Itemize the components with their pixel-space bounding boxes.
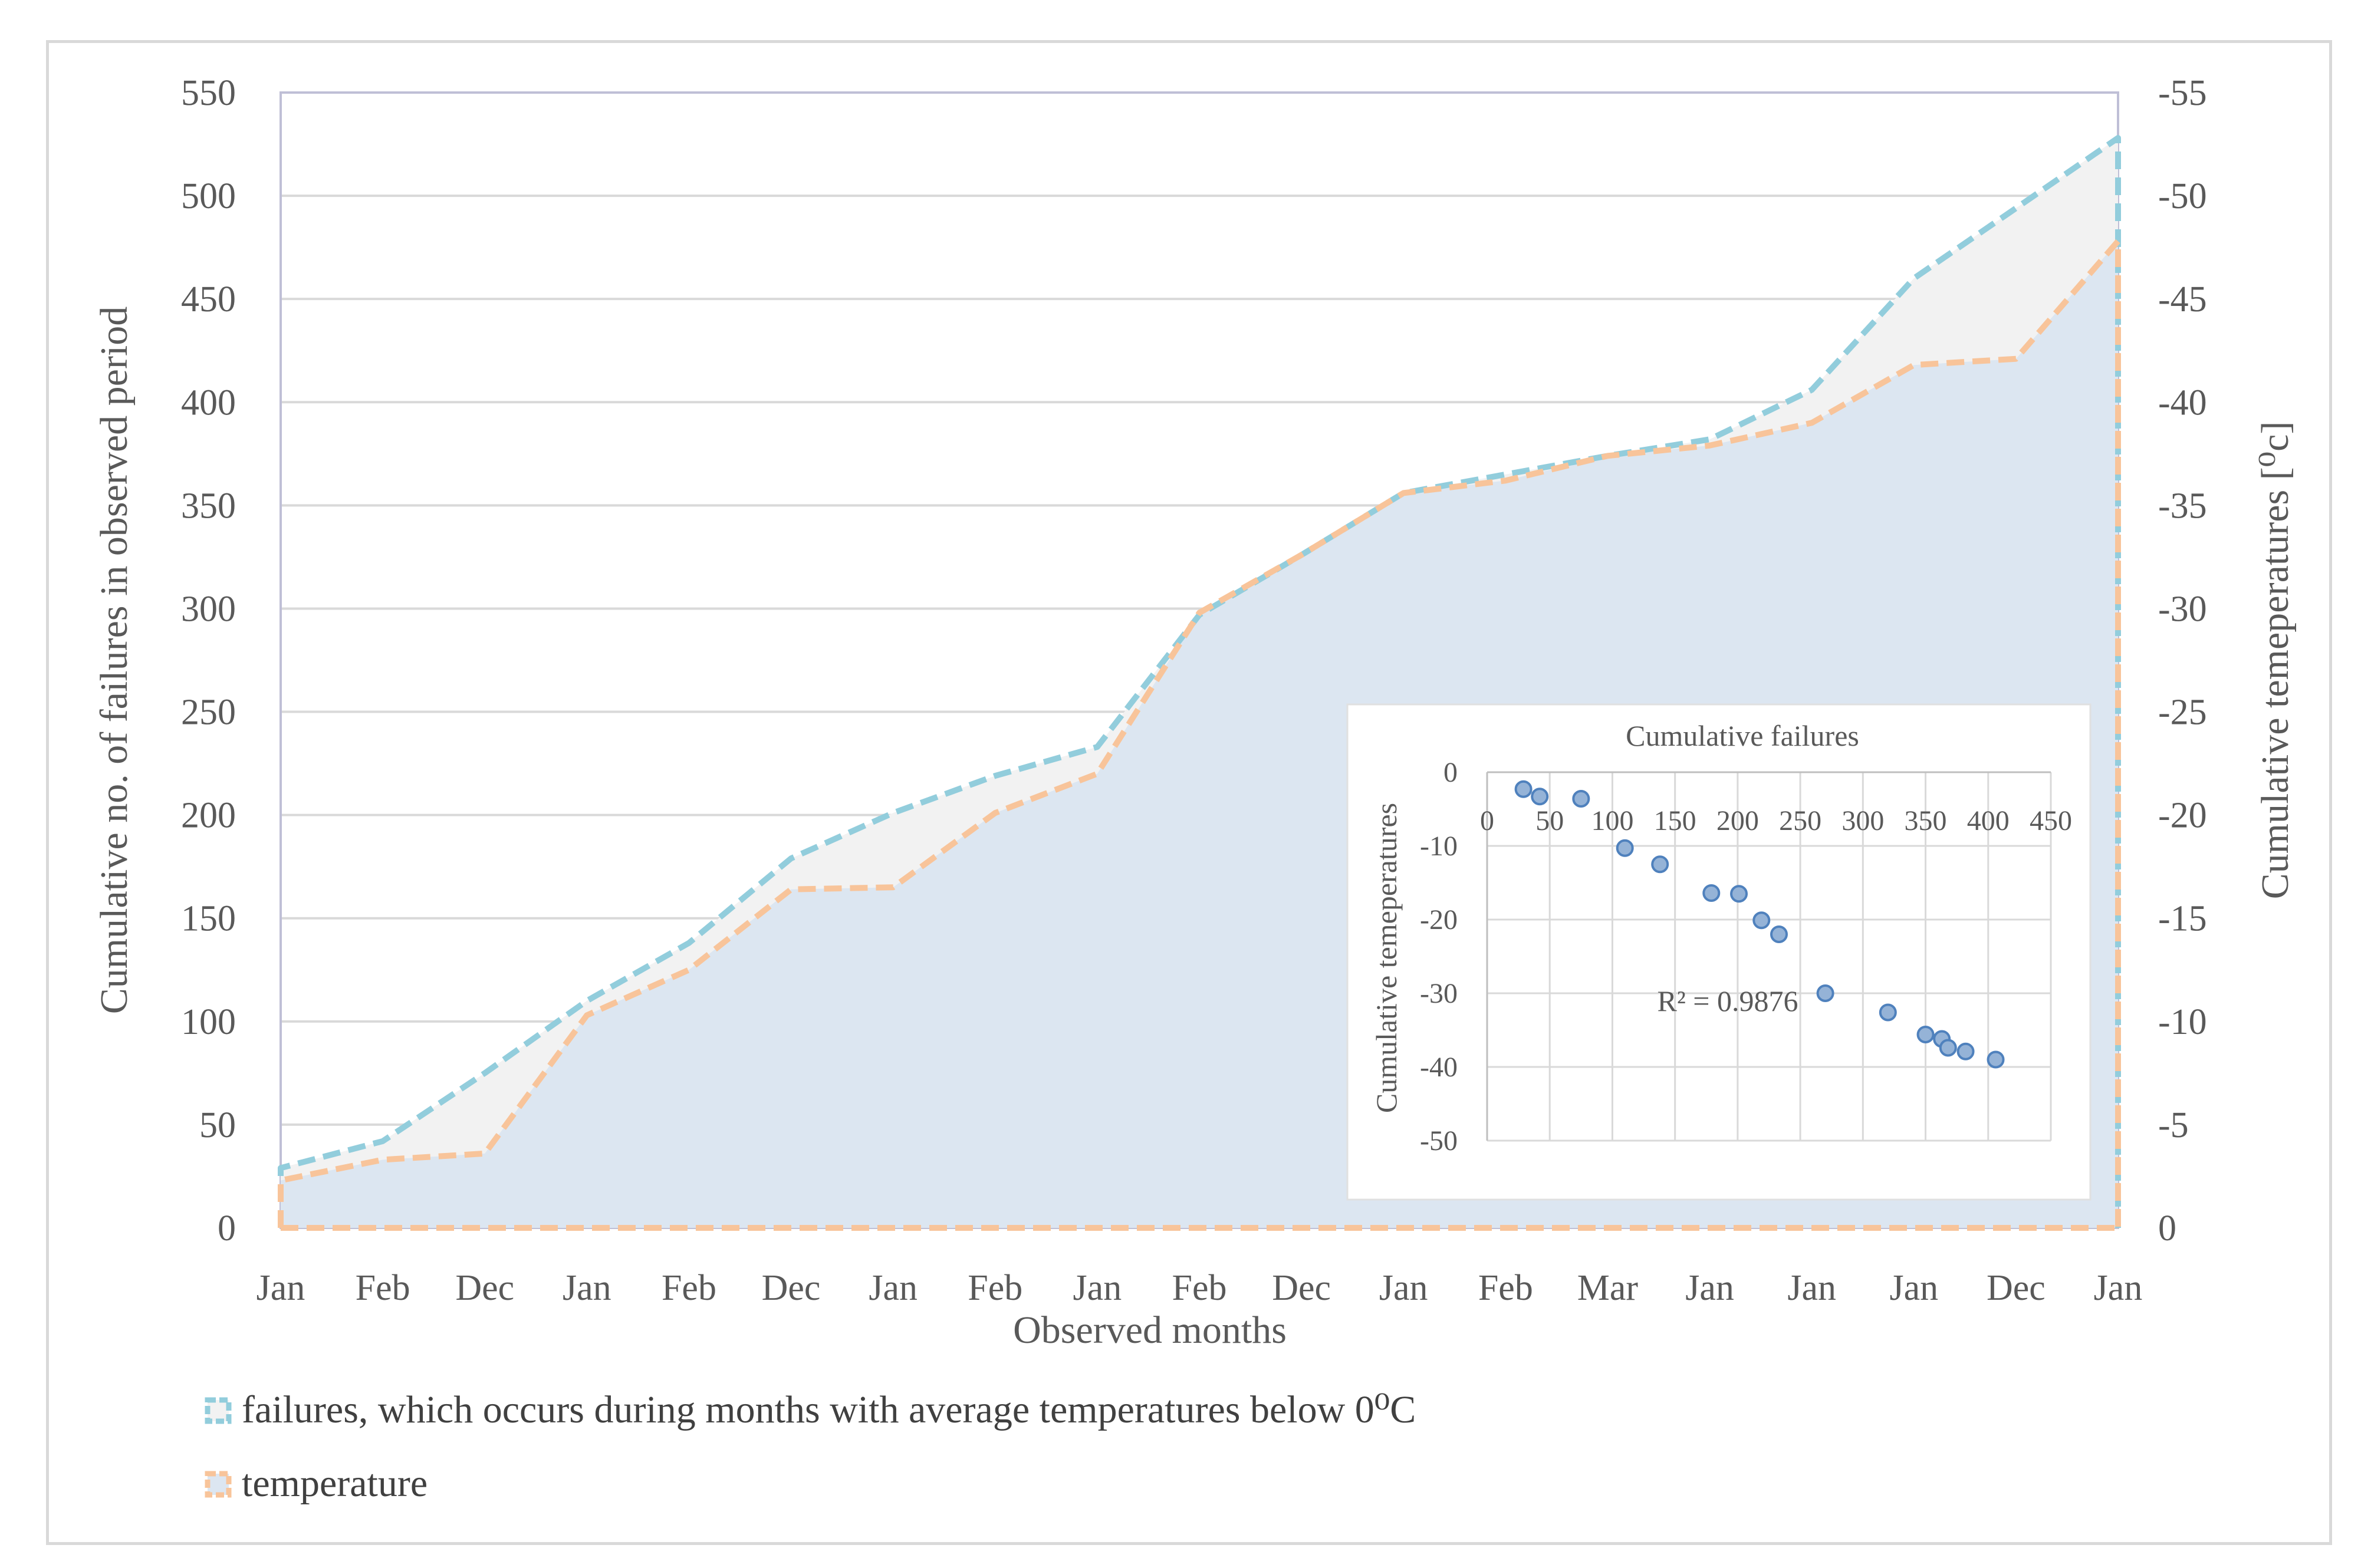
inset-y-tick-label: -30 — [1420, 978, 1458, 1009]
x-tick-label: Dec — [455, 1268, 514, 1308]
x-tick-label: Jan — [563, 1268, 611, 1308]
chart-frame — [46, 40, 2332, 1545]
x-tick-label: Feb — [968, 1268, 1022, 1308]
inset-point — [1770, 925, 1788, 943]
inset-y-tick-label: -20 — [1420, 904, 1458, 935]
x-tick-label: Jan — [256, 1268, 305, 1308]
y-tick-label: 550 — [181, 73, 236, 113]
y2-tick-label: -40 — [2158, 383, 2207, 423]
axes: 0501001502002503003504004505005500-5-10-… — [93, 73, 2297, 1352]
r-squared-label: R² = 0.9876 — [1657, 984, 1798, 1017]
inset-point — [1514, 780, 1533, 798]
y2-tick-label: -25 — [2158, 693, 2207, 733]
inset-title: Cumulative failures — [1626, 719, 1859, 752]
x-tick-label: Jan — [1073, 1268, 1122, 1308]
temperature-line — [278, 238, 2121, 1228]
y-tick-label: 50 — [199, 1105, 236, 1145]
x-tick-label: Feb — [1478, 1268, 1533, 1308]
x-tick-label: Feb — [662, 1268, 716, 1308]
series-lines — [278, 135, 2121, 1231]
inset-y-tick-label: -50 — [1420, 1125, 1458, 1157]
y-tick-label: 100 — [181, 1002, 236, 1042]
y-tick-label: 300 — [181, 589, 236, 629]
legend: failures, which occurs during months wit… — [205, 1388, 1416, 1505]
x-tick-label: Feb — [1172, 1268, 1227, 1308]
x-tick-label: Dec — [762, 1268, 821, 1308]
inset-y-tick-label: -40 — [1420, 1052, 1458, 1083]
inset-x-tick-label: 150 — [1654, 805, 1696, 836]
legend-label-temperature: temperature — [242, 1462, 427, 1505]
inset-y-tick-label: -10 — [1420, 831, 1458, 862]
y-tick-label: 0 — [218, 1208, 236, 1249]
y-tick-label: 450 — [181, 279, 236, 319]
y2-axis-title: Cumulative temeperatures [⁰c] — [2254, 421, 2297, 900]
inset-point — [1879, 1003, 1897, 1022]
inset-x-tick-label: 400 — [1967, 805, 2010, 836]
y-tick-label: 250 — [181, 693, 236, 733]
inset-point — [1916, 1026, 1935, 1043]
inset-point — [1730, 885, 1748, 903]
inset-point — [1816, 984, 1834, 1002]
inset-x-tick-label: 450 — [2030, 805, 2072, 836]
inset-point — [1939, 1039, 1957, 1057]
y2-tick-label: 0 — [2158, 1208, 2176, 1249]
x-tick-label: Jan — [1379, 1268, 1428, 1308]
inset-scatter-chart: 0 50 100 150 200 250 300 350 400 450 0 -10 -20 -30 -40… — [1346, 703, 2092, 1201]
inset-point — [1702, 884, 1721, 902]
legend-swatch-failures — [205, 1397, 232, 1424]
y2-tick-label: -10 — [2158, 1002, 2207, 1042]
inset-point — [1572, 790, 1590, 808]
y2-tick-label: -35 — [2158, 486, 2207, 526]
y-tick-label: 350 — [181, 486, 236, 526]
inset-point — [1987, 1050, 2005, 1069]
inset-x-tick-label: 0 — [1480, 805, 1494, 836]
x-tick-label: Mar — [1577, 1268, 1639, 1308]
x-tick-label: Feb — [356, 1268, 410, 1308]
y-tick-label: 400 — [181, 383, 236, 423]
inset-point — [1531, 788, 1549, 806]
x-tick-label: Dec — [1272, 1268, 1331, 1308]
y2-tick-label: -50 — [2158, 176, 2207, 216]
x-tick-label: Jan — [1787, 1268, 1836, 1308]
inset-y-tick-label: 0 — [1443, 757, 1458, 788]
inset-x-tick-label: 100 — [1591, 805, 1633, 836]
x-tick-label: Jan — [1685, 1268, 1734, 1308]
inset-point — [1956, 1042, 1975, 1060]
inset-x-tick-label: 350 — [1905, 805, 1947, 836]
inset-y-axis-title: Cumulative temeperatures — [1370, 803, 1403, 1113]
inset-x-tick-label: 50 — [1535, 805, 1564, 836]
x-tick-label: Jan — [2094, 1268, 2143, 1308]
x-tick-label: Jan — [869, 1268, 918, 1308]
y-tick-label: 200 — [181, 796, 236, 836]
inset-background — [1346, 703, 2092, 1201]
y-tick-label: 150 — [181, 899, 236, 939]
inset-x-tick-label: 250 — [1779, 805, 1821, 836]
y2-tick-label: -5 — [2158, 1105, 2189, 1145]
y2-tick-label: -20 — [2158, 796, 2207, 836]
y-tick-label: 500 — [181, 176, 236, 216]
y2-tick-label: -30 — [2158, 589, 2207, 629]
inset-point — [1752, 911, 1771, 930]
inset-x-tick-label: 300 — [1841, 805, 1884, 836]
x-axis-title: Observed months — [1013, 1309, 1287, 1352]
x-tick-label: Jan — [1889, 1268, 1938, 1308]
y2-tick-label: -15 — [2158, 899, 2207, 939]
legend-swatch-temperature — [205, 1471, 232, 1498]
y2-tick-label: -45 — [2158, 279, 2207, 319]
legend-label-failures: failures, which occurs during months wit… — [242, 1388, 1416, 1431]
inset-point — [1616, 839, 1634, 857]
inset-x-tick-label: 200 — [1716, 805, 1759, 836]
y-axis-title: Cumulative no. of failures in observed p… — [93, 307, 136, 1014]
x-tick-label: Dec — [1987, 1268, 2046, 1308]
inset-point — [1651, 855, 1669, 874]
y2-tick-label: -55 — [2158, 73, 2207, 113]
